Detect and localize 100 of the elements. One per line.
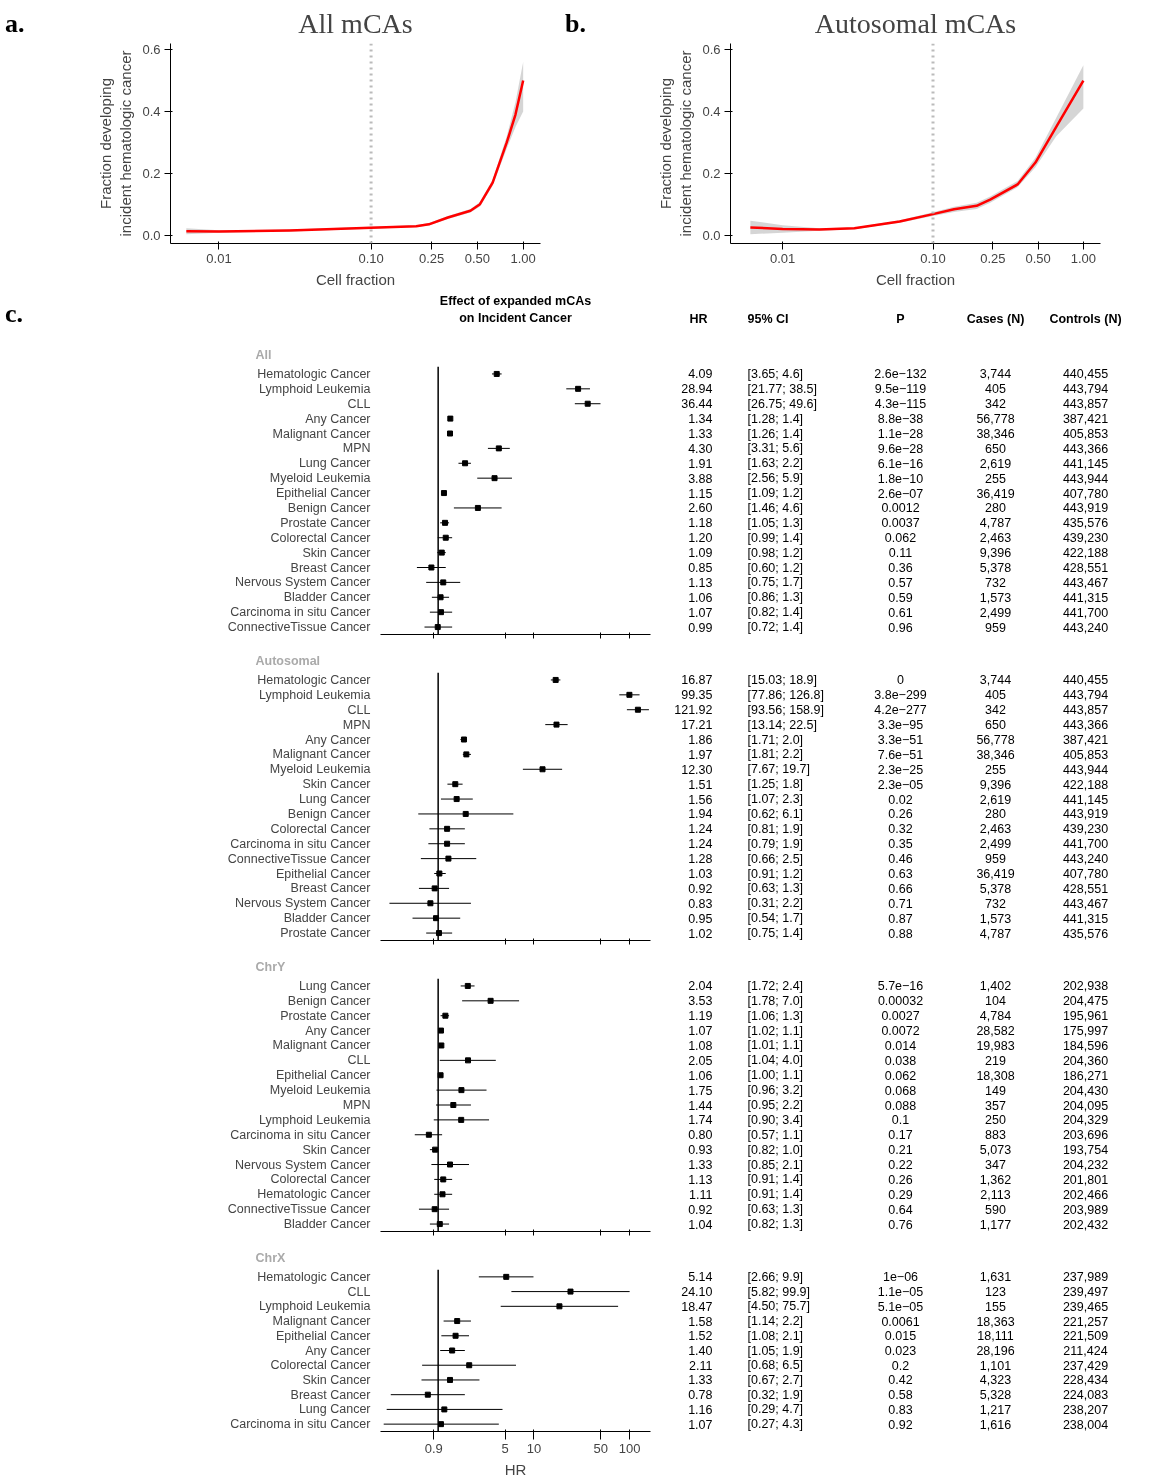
y-tick-label: Skin Cancer — [302, 1142, 371, 1157]
text: [0.98; 1.2] — [747, 545, 804, 560]
text: 405 — [985, 382, 1006, 397]
text: 202,466 — [1062, 1187, 1109, 1202]
text: 4,323 — [979, 1373, 1012, 1388]
text: [7.67; 19.7] — [747, 762, 811, 777]
text: 443,944 — [1062, 471, 1109, 486]
x-tick-label: 1.00 — [510, 250, 536, 266]
text: [1.02; 1.1] — [747, 1023, 804, 1038]
y-tick-label: 0.4 — [142, 104, 161, 120]
text: 2,619 — [979, 792, 1012, 807]
text: 228,434 — [1062, 1373, 1109, 1388]
text: 239,497 — [1062, 1285, 1109, 1300]
y-tick-label: 0.2 — [142, 165, 161, 181]
text: [5.82; 99.9] — [747, 1284, 811, 1299]
text: [1.14; 2.2] — [747, 1314, 804, 1329]
data-label: 1.33 — [688, 1373, 713, 1388]
text: 0.92 — [888, 1417, 913, 1432]
text: 237,989 — [1062, 1270, 1109, 1285]
text: [1.01; 1.1] — [747, 1038, 804, 1053]
y-tick-label: Hematologic Cancer — [257, 672, 371, 687]
text: [1.81; 2.2] — [747, 747, 804, 762]
data-label: 1.34 — [688, 412, 713, 427]
text: HR — [689, 311, 708, 326]
text: [0.82; 1.3] — [747, 1217, 804, 1232]
text: [0.82; 1.4] — [747, 605, 804, 620]
text: 28,196 — [976, 1344, 1015, 1358]
text: 1,402 — [979, 979, 1012, 994]
text: 0.36 — [888, 561, 913, 575]
text: 0.21 — [888, 1143, 913, 1158]
text: 0.42 — [888, 1373, 913, 1388]
data-label: 1.06 — [688, 590, 713, 605]
y-tick-label: Carcinoma in situ Cancer — [230, 605, 371, 620]
text: [0.29; 4.7] — [747, 1402, 804, 1417]
text: a. — [5, 8, 25, 40]
text: 221,257 — [1062, 1314, 1109, 1329]
text: 5,378 — [979, 561, 1012, 575]
text: 1,573 — [979, 590, 1012, 605]
y-tick-label: Nervous System Cancer — [235, 1157, 371, 1172]
y-tick-label: Prostate Cancer — [280, 926, 371, 941]
text: 203,696 — [1062, 1128, 1109, 1143]
text: 8.8e−38 — [877, 412, 924, 427]
x-tick-label: 0.50 — [464, 250, 491, 266]
text: 9,396 — [979, 777, 1012, 792]
data-label: 1.11 — [689, 1187, 713, 1202]
y-tick-label: Colorectal Cancer — [270, 530, 371, 545]
text: 0.088 — [884, 1098, 917, 1113]
text: [0.91; 1.4] — [747, 1172, 804, 1187]
text: [1.06; 1.3] — [747, 1008, 804, 1023]
text: 0.96 — [888, 620, 913, 635]
data-label: 1.33 — [688, 1158, 713, 1173]
text: [0.91; 1.4] — [747, 1187, 804, 1202]
text: 9,396 — [979, 546, 1012, 561]
text: 4,787 — [979, 516, 1012, 531]
text: [0.90; 3.4] — [747, 1112, 804, 1127]
y-tick-label: Lymphoid Leukemia — [259, 1112, 371, 1127]
y-tick-label: ConnectiveTissue Cancer — [227, 620, 371, 635]
y-tick-label: Benign Cancer — [287, 806, 371, 821]
text: [0.63; 1.3] — [747, 881, 804, 896]
x-tick-label: 0.50 — [1025, 250, 1051, 266]
text: [2.56; 5.9] — [747, 471, 804, 486]
y-tick-label: ConnectiveTissue Cancer — [227, 1202, 371, 1217]
text: 1,616 — [979, 1417, 1012, 1432]
text: 0.038 — [884, 1053, 917, 1068]
text: 959 — [985, 852, 1006, 867]
text: 0.023 — [884, 1344, 917, 1358]
text: 443,857 — [1062, 703, 1109, 718]
x-tick-label: 0.10 — [358, 250, 384, 266]
data-label: 1.56 — [688, 792, 713, 807]
y-tick-label: Breast Cancer — [290, 881, 371, 896]
text: 219 — [985, 1053, 1006, 1068]
text: 1,177 — [979, 1217, 1012, 1232]
text: 202,432 — [1062, 1217, 1109, 1232]
data-label: 121.92 — [674, 703, 713, 718]
y-tick-label: Lung Cancer — [298, 978, 371, 993]
y-tick-label: Carcinoma in situ Cancer — [230, 836, 371, 851]
text: 0.17 — [888, 1128, 913, 1143]
text: 441,315 — [1062, 590, 1109, 605]
text: 0.0061 — [881, 1314, 920, 1329]
text: [4.50; 75.7] — [747, 1299, 811, 1314]
text: 280 — [985, 807, 1006, 822]
text: 0.0012 — [881, 501, 920, 516]
y-tick-label: Epithelial Cancer — [276, 866, 371, 881]
text: 211,424 — [1063, 1344, 1108, 1358]
y-tick-label: Malignant Cancer — [272, 747, 371, 762]
text: 3.3e−51 — [877, 733, 924, 747]
text: [0.79; 1.9] — [747, 836, 804, 851]
text: [1.63; 2.2] — [747, 456, 804, 471]
text: 0.062 — [884, 531, 917, 546]
y-tick-label: Epithelial Cancer — [276, 1328, 371, 1343]
text: 650 — [985, 441, 1006, 456]
text: 1,217 — [979, 1402, 1012, 1417]
text: [1.05; 1.9] — [747, 1343, 804, 1358]
y-tick-label: 0.2 — [702, 165, 721, 181]
data-label: 24.10 — [681, 1285, 713, 1300]
text: ChrX — [255, 1250, 287, 1265]
y-tick-label: Epithelial Cancer — [276, 486, 371, 501]
text: 0.59 — [888, 590, 913, 605]
y-tick-label: Malignant Cancer — [272, 1038, 371, 1053]
y-tick-label: Lymphoid Leukemia — [259, 687, 371, 702]
